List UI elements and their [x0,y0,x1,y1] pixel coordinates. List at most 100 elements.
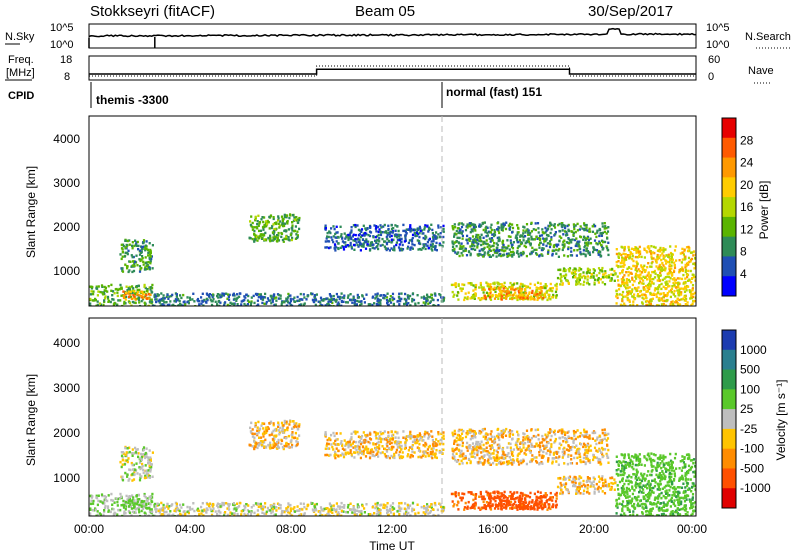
power-echo-cell [418,242,420,244]
power-echo-cell [582,271,584,273]
velocity-echo-cell [123,512,125,515]
velocity-echo-cell [296,444,298,447]
power-echo-cell [565,269,567,271]
velocity-echo-cell [402,451,404,454]
velocity-echo-cell [245,503,247,506]
velocity-echo-cell [253,512,255,514]
velocity-echo-cell [390,448,392,451]
power-echo-cell [679,277,681,279]
power-echo-cell [503,254,505,256]
power-echo-cell [627,292,629,294]
velocity-echo-cell [353,506,355,509]
velocity-echo-cell [555,506,557,509]
power-echo-cell [454,251,456,253]
power-echo-cell [473,295,475,297]
power-echo-cell [224,301,226,303]
power-echo-cell [658,266,660,268]
velocity-echo-cell [131,507,133,510]
power-echo-cell [511,223,513,225]
power-echo-cell [411,243,413,245]
power-echo-cell [673,277,675,279]
power-echo-cell [629,256,631,258]
velocity-echo-cell [408,507,410,510]
power-echo-cell [256,239,258,241]
power-echo-cell [498,238,500,240]
power-echo-cell [590,242,592,244]
power-echo-cell [452,291,454,293]
power-echo-cell [527,231,529,233]
power-echo-cell [156,298,158,300]
power-echo-cell [511,231,513,233]
nsearch-tick-top: 10^5 [706,22,730,34]
velocity-echo-cell [125,454,127,457]
velocity-echo-cell [457,501,459,504]
power-echo-cell [468,292,470,294]
velocity-echo-cell [347,504,349,507]
power-echo-cell [163,294,165,296]
velocity-echo-cell [432,443,434,446]
power-echo-cell [518,255,520,257]
velocity-echo-cell [418,443,420,446]
power-echo-cell [692,296,694,298]
power-echo-cell [645,297,647,299]
velocity-echo-cell [395,436,397,439]
power-echo-cell [648,271,650,273]
power-echo-cell [272,231,274,233]
power-echo-cell [100,291,102,293]
velocity-echo-cell [390,505,392,508]
velocity-echo-cell [169,510,171,513]
velocity-echo-cell [303,503,305,506]
velocity-echo-cell [343,449,345,452]
power-echo-cell [285,236,287,238]
velocity-echo-cell [139,468,141,471]
power-echo-cell [280,236,282,238]
power-echo-cell [531,247,533,249]
power-echo-cell [586,224,588,226]
power-echo-cell [272,223,274,225]
power-echo-cell [622,276,624,278]
power-echo-cell [599,251,601,253]
power-echo-cell [432,236,434,238]
power-echo-cell [481,234,483,236]
power-echo-cell [596,249,598,251]
power-echo-cell [593,275,595,277]
power-echo-cell [483,229,485,231]
power-echo-cell [227,293,229,295]
power-echo-cell [362,239,364,241]
power-echo-cell [386,232,388,234]
power-echo-cell [102,292,104,294]
power-echo-cell [577,229,579,231]
power-echo-cell [485,297,487,299]
power-echo-cell [176,293,178,295]
velocity-echo-cell [182,503,184,506]
power-echo-cell [675,259,677,261]
power-echo-cell [520,241,522,243]
power-echo-cell [98,285,100,287]
velocity-echo-cell [146,447,148,450]
power-echo-cell [492,294,494,296]
power-echo-cell [243,295,245,297]
power-echo-cell [432,243,434,245]
power-echo-cell [138,301,140,303]
power-echo-cell [575,231,577,233]
power-echo-cell [287,220,289,222]
power-echo-cell [396,236,398,238]
velocity-echo-cell [150,496,152,499]
power-echo-cell [646,300,648,302]
power-echo-cell [551,290,553,292]
power-echo-cell [583,281,585,283]
power-echo-cell [501,283,503,285]
power-echo-cell [266,223,268,225]
velocity-echo-cell [294,425,296,428]
velocity-echo-cell [108,494,110,497]
power-echo-cell [669,264,671,266]
power-echo-cell [682,258,684,260]
velocity-echo-cell [347,506,349,509]
power-echo-cell [262,299,264,301]
velocity-echo-cell [305,508,307,511]
power-echo-cell [439,244,441,246]
power-echo-cell [473,241,475,243]
power-echo-cell [293,216,295,218]
power-echo-cell [515,235,517,237]
power-echo-cell [376,303,378,305]
